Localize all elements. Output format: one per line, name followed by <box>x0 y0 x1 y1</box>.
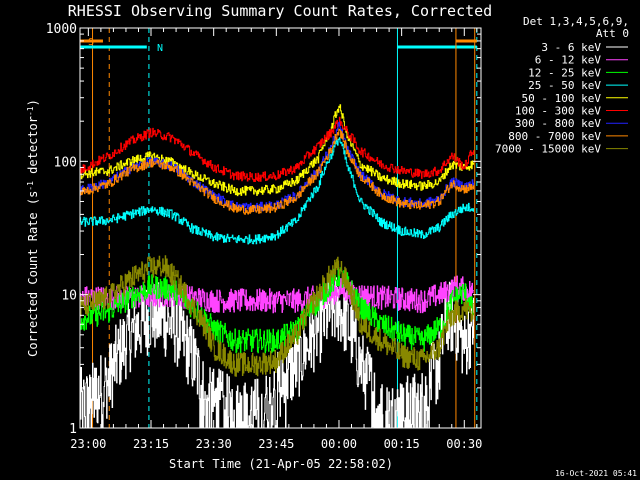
y-tick-label: 1000 <box>46 22 77 37</box>
x-tick-label: 23:45 <box>258 437 294 451</box>
series-line <box>80 128 474 215</box>
axes-frame <box>79 27 482 429</box>
y-label-end: ) <box>26 99 40 106</box>
series-line <box>80 137 474 245</box>
x-tick-label: 00:00 <box>321 437 357 451</box>
marker-label: S <box>88 37 94 48</box>
legend-label: 6 - 12 keV <box>535 54 602 67</box>
legend-label: 800 - 7000 keV <box>508 130 601 143</box>
y-label-main: Corrected Count Rate (s <box>26 191 40 357</box>
chart-title: RHESSI Observing Summary Count Rates, Co… <box>68 2 492 20</box>
legend-label: 300 - 800 keV <box>515 117 601 130</box>
x-tick-label: 00:15 <box>384 437 420 451</box>
y-tick-label: 10 <box>61 289 77 304</box>
footer-timestamp: 16-Oct-2021 05:41 <box>555 469 637 478</box>
series-line <box>80 116 474 182</box>
y-tick-label: 1 <box>69 422 77 437</box>
y-label-exp-1: -1 <box>26 181 35 191</box>
legend-header-line-2: Att 0 <box>596 27 629 40</box>
legend-label: 7000 - 15000 keV <box>495 143 601 156</box>
axes: 1 10 100 1000 23:00 23:15 23:30 23:45 00:00 00:15… <box>46 22 483 451</box>
legend-label: 12 - 25 keV <box>528 66 601 79</box>
y-tick-label: 100 <box>54 155 77 170</box>
series-line <box>80 255 474 377</box>
y-axis-label: Corrected Count Rate (s-1 detector-1) <box>26 99 41 357</box>
series-line <box>80 104 474 197</box>
legend-header: Det 1,3,4,5,6,9, Att 0 <box>523 15 629 40</box>
legend-label: 100 - 300 keV <box>515 105 601 118</box>
marker-label: N <box>157 43 163 54</box>
legend-header-line-1: Det 1,3,4,5,6,9, <box>523 15 629 28</box>
y-label-mid: detector <box>26 116 40 181</box>
series-line <box>80 264 474 354</box>
y-label-exp-2: -1 <box>26 106 35 116</box>
plot-area: SN <box>79 28 478 429</box>
x-tick-label: 00:30 <box>446 437 482 451</box>
legend-label: 50 - 100 keV <box>522 92 602 105</box>
legend-label: 3 - 6 keV <box>541 41 601 54</box>
x-tick-label: 23:15 <box>133 437 169 451</box>
x-tick-label: 23:30 <box>196 437 232 451</box>
x-axis-label: Start Time (21-Apr-05 22:58:02) <box>169 457 393 471</box>
legend-label: 25 - 50 keV <box>528 79 601 92</box>
x-tick-label: 23:00 <box>70 437 106 451</box>
